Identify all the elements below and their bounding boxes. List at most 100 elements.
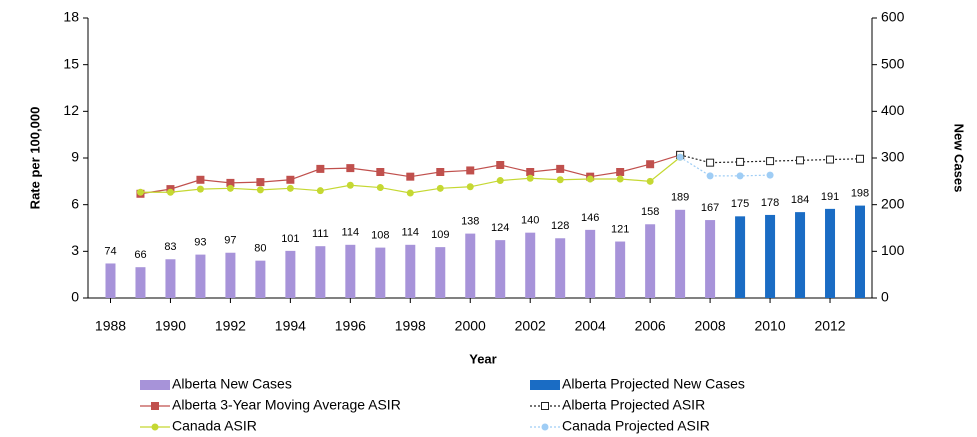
line-marker <box>196 175 205 184</box>
legend-label: Alberta Projected ASIR <box>562 397 705 413</box>
x-tick-label: 1992 <box>215 318 246 334</box>
legend-label: Canada Projected ASIR <box>562 418 710 434</box>
legend-marker <box>151 402 159 410</box>
bar <box>855 205 866 298</box>
line-marker <box>526 168 535 176</box>
line-marker <box>256 186 264 194</box>
data-label: 83 <box>164 241 176 253</box>
legend-label: Alberta New Cases <box>172 376 292 392</box>
data-label: 198 <box>851 188 869 200</box>
bar <box>135 267 146 298</box>
line-marker <box>226 184 234 192</box>
line-marker <box>556 164 565 173</box>
bar <box>255 260 266 298</box>
x-tick-label: 1998 <box>395 318 426 334</box>
line-marker <box>286 184 294 192</box>
bar <box>315 246 326 298</box>
line-marker <box>466 183 474 191</box>
y2-tick-label: 300 <box>881 149 905 165</box>
legend-marker <box>541 423 549 431</box>
bar <box>705 220 716 298</box>
line-marker <box>196 185 204 193</box>
data-label: 175 <box>731 198 749 210</box>
data-label: 124 <box>491 222 509 234</box>
y-tick-label: 3 <box>71 242 79 258</box>
data-label: 158 <box>641 206 659 218</box>
bar <box>525 232 536 298</box>
line-marker <box>676 153 684 161</box>
x-tick-label: 2006 <box>635 318 666 334</box>
line-marker <box>616 168 625 176</box>
line-marker <box>796 156 805 165</box>
x-tick-label: 1990 <box>155 318 186 334</box>
bar <box>645 224 656 298</box>
bar <box>765 214 776 298</box>
line-marker <box>346 164 355 173</box>
legend-label: Alberta 3-Year Moving Average ASIR <box>172 397 401 413</box>
y-tick-label: 18 <box>63 9 79 25</box>
line-marker <box>316 187 324 195</box>
data-label: 74 <box>104 245 116 257</box>
bar <box>825 208 836 298</box>
x-tick-label: 2002 <box>515 318 546 334</box>
line-marker <box>646 160 655 169</box>
line-marker <box>136 188 144 196</box>
line-marker <box>436 168 445 176</box>
y-tick-label: 6 <box>71 195 79 211</box>
legend-swatch <box>530 380 560 390</box>
y2-axis-title: New Cases <box>952 124 967 193</box>
bar <box>495 240 506 298</box>
bar <box>375 247 386 298</box>
y2-tick-label: 0 <box>881 289 889 305</box>
bar <box>675 209 686 298</box>
x-tick-label: 1988 <box>95 318 126 334</box>
bar <box>345 244 356 298</box>
bar <box>225 252 236 298</box>
y-tick-label: 15 <box>63 55 79 71</box>
data-label: 138 <box>461 216 479 228</box>
bar <box>465 233 476 298</box>
line-marker <box>736 172 744 180</box>
data-label: 111 <box>312 228 329 240</box>
line-marker <box>406 189 414 197</box>
y2-tick-label: 600 <box>881 9 905 25</box>
legend-marker <box>151 423 159 431</box>
y2-tick-label: 400 <box>881 102 905 118</box>
bar <box>435 247 446 298</box>
line-marker <box>556 176 564 184</box>
line-marker <box>586 175 594 183</box>
line-marker <box>736 157 745 166</box>
bar <box>555 238 566 298</box>
data-label: 97 <box>224 235 236 247</box>
line-marker <box>496 161 505 169</box>
legend-label: Canada ASIR <box>172 418 257 434</box>
line-marker <box>856 154 865 163</box>
data-label: 108 <box>371 230 389 242</box>
data-label: 140 <box>521 215 539 227</box>
x-tick-label: 2012 <box>814 318 845 334</box>
y-tick-label: 9 <box>71 149 79 165</box>
data-label: 121 <box>611 223 629 235</box>
line-marker <box>526 174 534 182</box>
line-marker <box>646 177 654 185</box>
bar <box>405 244 416 298</box>
y2-tick-label: 100 <box>881 242 905 258</box>
data-label: 189 <box>671 192 689 204</box>
bar <box>195 254 206 298</box>
line-marker <box>466 166 475 175</box>
line-marker <box>376 168 385 176</box>
x-tick-label: 2004 <box>575 318 606 334</box>
line-marker <box>166 188 174 196</box>
line-marker <box>406 172 415 181</box>
line-marker <box>766 157 775 166</box>
data-label: 80 <box>254 243 266 255</box>
line-marker <box>826 155 835 164</box>
data-label: 109 <box>431 229 449 241</box>
data-label: 93 <box>194 237 206 249</box>
data-label: 66 <box>134 249 146 261</box>
y-tick-label: 12 <box>63 102 79 118</box>
legend-swatch <box>140 380 170 390</box>
line-marker <box>346 181 354 189</box>
bar <box>735 216 746 298</box>
bar <box>615 241 626 298</box>
